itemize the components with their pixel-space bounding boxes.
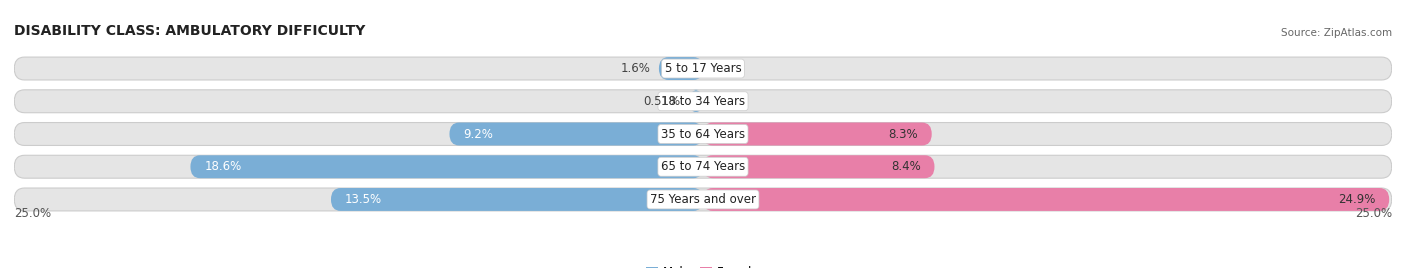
Text: 5 to 17 Years: 5 to 17 Years: [665, 62, 741, 75]
FancyBboxPatch shape: [450, 122, 703, 146]
Text: 35 to 64 Years: 35 to 64 Years: [661, 128, 745, 140]
Text: 1.6%: 1.6%: [621, 62, 651, 75]
FancyBboxPatch shape: [14, 122, 1392, 146]
FancyBboxPatch shape: [190, 155, 703, 178]
FancyBboxPatch shape: [703, 188, 1389, 211]
FancyBboxPatch shape: [330, 188, 703, 211]
FancyBboxPatch shape: [689, 90, 703, 113]
Text: 8.4%: 8.4%: [891, 160, 921, 173]
Text: Source: ZipAtlas.com: Source: ZipAtlas.com: [1281, 28, 1392, 38]
Text: 65 to 74 Years: 65 to 74 Years: [661, 160, 745, 173]
Text: 25.0%: 25.0%: [14, 207, 51, 220]
Text: 18.6%: 18.6%: [204, 160, 242, 173]
FancyBboxPatch shape: [14, 188, 1392, 211]
FancyBboxPatch shape: [14, 155, 1392, 178]
FancyBboxPatch shape: [14, 90, 1392, 113]
Text: 8.3%: 8.3%: [889, 128, 918, 140]
Text: 25.0%: 25.0%: [1355, 207, 1392, 220]
Text: 18 to 34 Years: 18 to 34 Years: [661, 95, 745, 108]
Text: 75 Years and over: 75 Years and over: [650, 193, 756, 206]
Text: 24.9%: 24.9%: [1339, 193, 1375, 206]
FancyBboxPatch shape: [659, 57, 703, 80]
Text: 0.51%: 0.51%: [644, 95, 681, 108]
Text: DISABILITY CLASS: AMBULATORY DIFFICULTY: DISABILITY CLASS: AMBULATORY DIFFICULTY: [14, 24, 366, 38]
Legend: Male, Female: Male, Female: [647, 266, 759, 268]
FancyBboxPatch shape: [703, 122, 932, 146]
FancyBboxPatch shape: [14, 57, 1392, 80]
Text: 13.5%: 13.5%: [344, 193, 382, 206]
Text: 9.2%: 9.2%: [463, 128, 494, 140]
FancyBboxPatch shape: [703, 155, 935, 178]
